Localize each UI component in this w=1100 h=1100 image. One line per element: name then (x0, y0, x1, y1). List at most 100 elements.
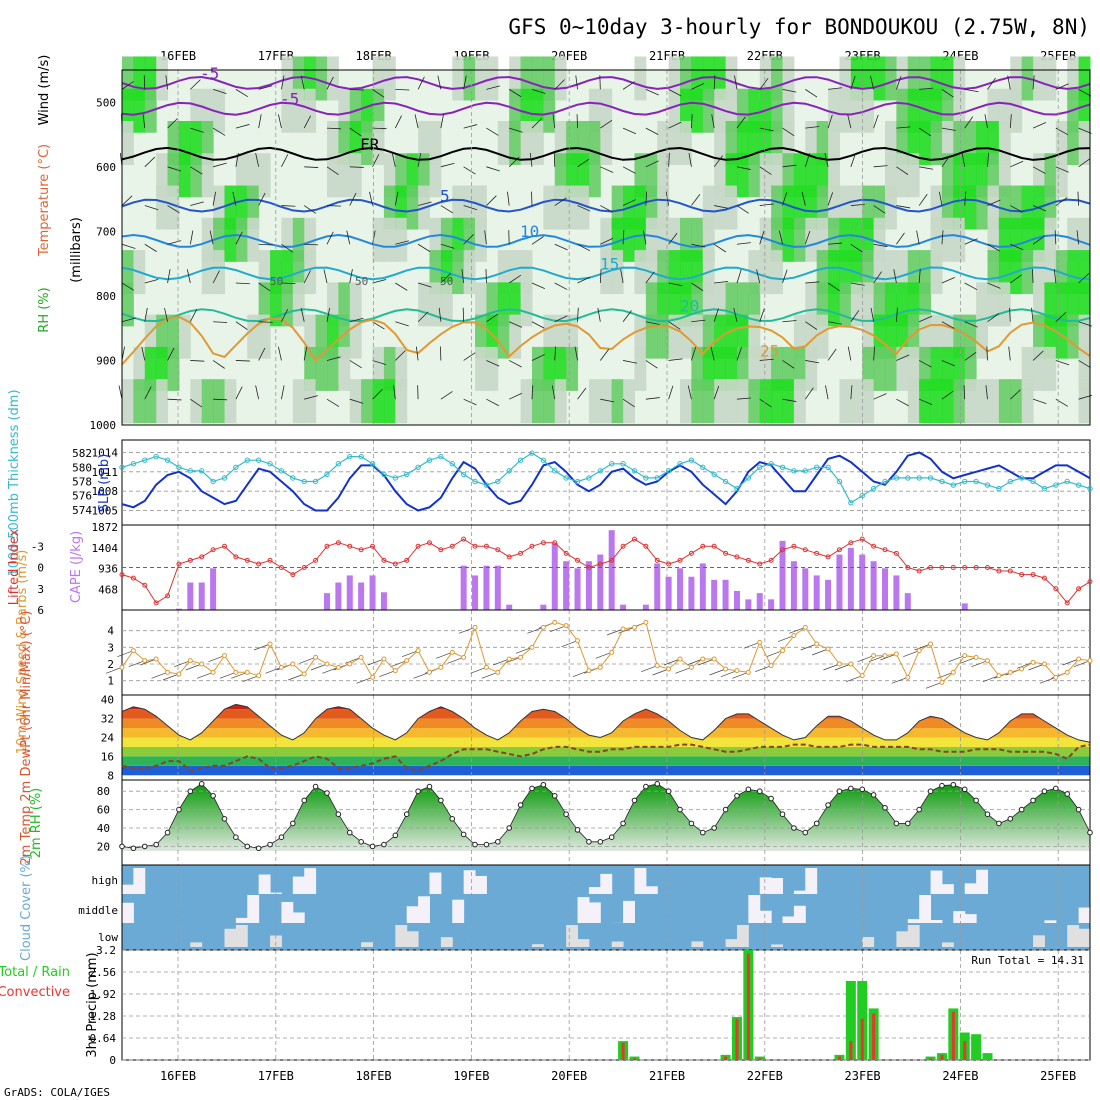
rh-cell (326, 121, 339, 165)
rh-point (483, 841, 490, 848)
precip-total-bar (971, 1034, 982, 1060)
wind-barb (417, 76, 425, 90)
wind-speed-point (153, 656, 159, 662)
slp-tick: 1014 (92, 446, 119, 459)
rh-cell (361, 88, 374, 133)
precip-conv-bar (746, 953, 750, 1060)
rh-cell (383, 153, 396, 198)
wind-barb (121, 195, 133, 206)
wind-barb (645, 160, 659, 168)
wind-barb (326, 398, 340, 407)
cloud-clear-cell (577, 939, 590, 947)
cloud-level-label: middle (78, 904, 118, 917)
wind-speed-point (734, 668, 740, 674)
lifted-index-point (529, 543, 535, 549)
rh-cell (930, 346, 943, 391)
thickness-point (791, 468, 797, 474)
rh-cell (566, 153, 579, 198)
rh-cell (941, 88, 954, 133)
wind-barb (714, 205, 728, 209)
wind-speed-point (882, 653, 888, 659)
cape-bar (836, 554, 843, 610)
temp-tick: 32 (101, 713, 114, 726)
wind-barb (288, 673, 305, 681)
wind-speed-point (506, 656, 512, 662)
rh-cell (1021, 250, 1034, 295)
contour-label: 10 (520, 222, 539, 241)
cloud-clear-cell (941, 884, 954, 894)
rh-cell (1010, 185, 1023, 230)
bottom-date-label: 17FEB (258, 1069, 294, 1083)
rh-cell (885, 282, 897, 327)
rh-cell (862, 250, 875, 295)
rh-cell (953, 185, 966, 230)
wind-barb (850, 282, 865, 286)
rh-tick: 40 (97, 822, 110, 835)
wind-barb (675, 667, 692, 674)
wind-speed-point (290, 661, 296, 667)
wind-barb (759, 166, 772, 175)
lifted-index-point (176, 561, 182, 567)
rh-cell (190, 379, 203, 424)
cape-bar (768, 599, 775, 610)
cape-bar (540, 604, 547, 610)
lifted-index-point (814, 550, 820, 556)
rh-cell (896, 346, 909, 391)
wind-barb (733, 308, 738, 322)
rh-cell (668, 217, 681, 262)
rh-cell (816, 153, 829, 198)
rh-cell (771, 185, 784, 230)
wind-barb (850, 310, 860, 322)
rh-cell (771, 56, 784, 101)
wind-barb (828, 242, 843, 245)
rh-point (460, 831, 467, 838)
wind-barb (508, 274, 522, 284)
rh-cell (429, 282, 442, 327)
rh-point (916, 806, 922, 813)
lifted-index-point (871, 543, 877, 549)
rh-cell (588, 88, 601, 133)
wind-barb (709, 668, 726, 676)
rh-cell (258, 250, 271, 295)
wind-barb (645, 360, 658, 369)
wind-barb (941, 230, 944, 245)
thickness-point (187, 468, 194, 474)
rh-point (1041, 788, 1048, 795)
wind-barb (356, 677, 373, 684)
rh-cell (600, 379, 613, 424)
wind-barb (916, 230, 920, 245)
rh-cell (1078, 379, 1091, 424)
rh-point (517, 802, 524, 808)
rh-cell (372, 88, 385, 133)
rh-point (825, 802, 831, 808)
wind-speed-point (666, 666, 672, 672)
temp-tick: 8 (107, 769, 114, 782)
wind-barb (987, 282, 1001, 289)
wind-speed-point (495, 669, 501, 675)
rh-cell (907, 282, 920, 327)
wind-barb (300, 75, 305, 90)
wind-speed-point (905, 674, 911, 680)
wind-barb (486, 195, 497, 206)
cloud-clear-cell (941, 942, 954, 947)
lifted-index-point (688, 550, 694, 556)
cape-bar (813, 575, 820, 610)
wind-speed-point (278, 664, 284, 670)
cloud-clear-cell (463, 870, 476, 894)
rh-cell (383, 379, 396, 424)
wind-barb (698, 658, 715, 666)
wind-barb (281, 154, 289, 168)
thickness-point (734, 485, 740, 492)
rh-cell (531, 379, 544, 424)
precip-conv-bar (951, 1011, 955, 1060)
wind-speed-point (859, 673, 865, 679)
wind-barb (372, 360, 387, 365)
rh-cell (725, 88, 738, 133)
rh-cell (941, 217, 954, 262)
rh-cell (987, 153, 1000, 198)
rh-cell (1033, 250, 1045, 295)
thickness-point (529, 450, 535, 456)
contour-label: 20 (680, 296, 699, 315)
wind-barb (691, 243, 706, 248)
wind-barb (1077, 191, 1080, 206)
